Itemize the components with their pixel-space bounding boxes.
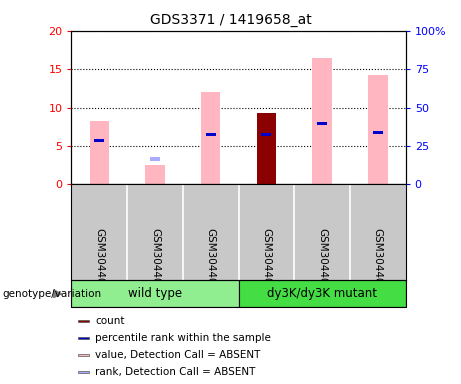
- Text: rank, Detection Call = ABSENT: rank, Detection Call = ABSENT: [95, 367, 256, 377]
- Bar: [89, 121, 109, 184]
- Text: GSM304403: GSM304403: [95, 227, 104, 291]
- Bar: [78, 320, 89, 322]
- Bar: [257, 113, 276, 184]
- Bar: [261, 133, 272, 136]
- Text: percentile rank within the sample: percentile rank within the sample: [95, 333, 272, 343]
- Text: GSM304405: GSM304405: [206, 227, 216, 291]
- Bar: [95, 139, 104, 142]
- Text: GSM304406: GSM304406: [261, 227, 272, 291]
- Bar: [78, 371, 89, 372]
- Text: count: count: [95, 316, 125, 326]
- Bar: [239, 280, 406, 307]
- Bar: [201, 92, 220, 184]
- Bar: [95, 139, 104, 142]
- Text: value, Detection Call = ABSENT: value, Detection Call = ABSENT: [95, 350, 261, 360]
- Text: GSM304408: GSM304408: [373, 227, 383, 291]
- Text: genotype/variation: genotype/variation: [2, 289, 101, 299]
- Bar: [317, 122, 327, 125]
- Text: wild type: wild type: [128, 287, 182, 300]
- Bar: [145, 165, 165, 184]
- Bar: [78, 354, 89, 356]
- Bar: [373, 131, 383, 134]
- Bar: [368, 75, 388, 184]
- Text: GDS3371 / 1419658_at: GDS3371 / 1419658_at: [150, 13, 311, 27]
- Bar: [313, 58, 332, 184]
- Text: GSM304407: GSM304407: [317, 227, 327, 291]
- Bar: [206, 133, 216, 136]
- Bar: [71, 280, 239, 307]
- Bar: [317, 122, 327, 125]
- Text: GSM304404: GSM304404: [150, 227, 160, 291]
- Text: dy3K/dy3K mutant: dy3K/dy3K mutant: [267, 287, 377, 300]
- Bar: [257, 113, 276, 184]
- Bar: [78, 337, 89, 339]
- Bar: [150, 157, 160, 161]
- Bar: [206, 133, 216, 136]
- Bar: [373, 131, 383, 134]
